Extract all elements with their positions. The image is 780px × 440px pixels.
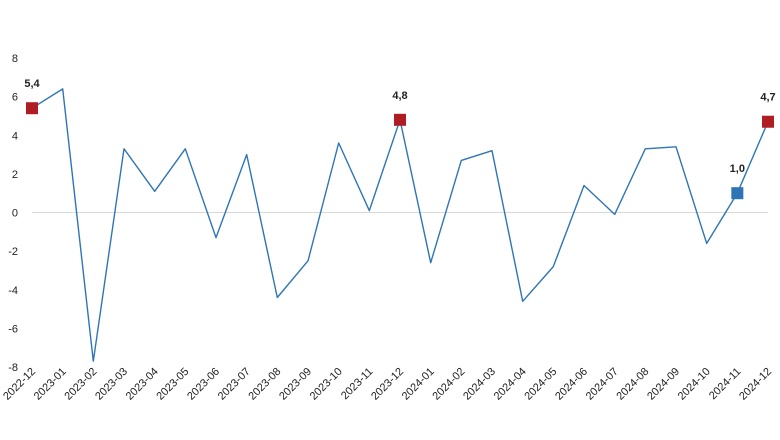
data-point (61, 87, 65, 91)
x-tick-label: 2024-02 (430, 366, 467, 403)
y-tick-label: -8 (8, 362, 18, 374)
data-point (245, 153, 249, 157)
data-point (429, 261, 433, 265)
x-tick-label: 2024-06 (553, 366, 590, 403)
data-label: 5,4 (24, 78, 40, 90)
data-point (705, 241, 709, 245)
data-point (367, 209, 371, 213)
data-point (91, 359, 95, 363)
data-label: 4,7 (760, 92, 775, 104)
data-point (214, 236, 218, 240)
x-tick-label: 2024-01 (400, 366, 437, 403)
data-point (275, 296, 279, 300)
data-point (306, 259, 310, 263)
data-point (551, 265, 555, 269)
data-label: 4,8 (392, 90, 407, 102)
x-tick-label: 2023-02 (62, 366, 99, 403)
x-tick-label: 2024-11 (707, 366, 743, 402)
series-line-0 (31, 88, 769, 362)
y-tick-label: 2 (12, 169, 18, 181)
x-tick-label: 2023-06 (185, 366, 222, 403)
data-point (183, 147, 187, 151)
x-tick-label: 2024-10 (676, 366, 713, 403)
x-tick-label: 2023-03 (93, 366, 130, 403)
x-tick-label: 2024-03 (461, 366, 498, 403)
x-tick-label: 2023-10 (308, 366, 345, 403)
y-tick-label: -6 (8, 323, 18, 335)
highlight-marker (26, 102, 38, 115)
x-tick-label: 2022-12 (1, 366, 38, 403)
y-tick-label: 4 (12, 130, 18, 142)
y-tick-label: 6 (12, 92, 18, 104)
data-point (122, 147, 126, 151)
x-tick-label: 2023-04 (124, 366, 161, 403)
data-point (153, 189, 157, 193)
x-tick-label: 2024-07 (584, 366, 621, 403)
x-tick-label: 2024-04 (492, 366, 529, 403)
data-point (521, 299, 525, 303)
data-labels: 5,4 4,8 1,0 4,7 (24, 78, 775, 175)
y-tick-label: 0 (12, 208, 18, 220)
highlight-marker (394, 113, 406, 126)
x-axis-ticks: 2022-122023-012023-022023-032023-042023-… (1, 366, 774, 403)
data-point (613, 212, 617, 216)
x-tick-label: 2023-11 (339, 366, 375, 402)
x-tick-label: 2024-09 (645, 366, 682, 403)
y-axis-ticks: 8 6 4 2 0 -2 -4 -6 -8 (8, 53, 18, 374)
x-tick-label: 2023-08 (246, 366, 283, 403)
x-tick-label: 2024-12 (737, 366, 774, 403)
data-point (459, 158, 463, 162)
data-point (582, 184, 586, 188)
data-label: 1,0 (730, 163, 745, 175)
series-line (31, 87, 769, 363)
x-tick-label: 2023-09 (277, 366, 314, 403)
data-point (674, 145, 678, 149)
y-tick-label: -2 (8, 246, 18, 258)
x-tick-label: 2023-07 (216, 366, 253, 403)
highlight-marker (731, 187, 744, 200)
y-tick-label: 8 (12, 53, 18, 65)
x-tick-label: 2023-01 (32, 366, 69, 403)
x-tick-label: 2024-08 (614, 366, 651, 403)
x-tick-label: 2023-12 (369, 366, 406, 403)
x-tick-label: 2024-05 (522, 366, 559, 403)
data-point (337, 141, 341, 145)
highlight-markers (26, 102, 774, 200)
data-point (643, 147, 647, 151)
data-point (490, 149, 494, 153)
y-tick-label: -4 (8, 285, 18, 297)
highlight-marker (762, 115, 774, 128)
x-tick-label: 2023-05 (154, 366, 191, 403)
